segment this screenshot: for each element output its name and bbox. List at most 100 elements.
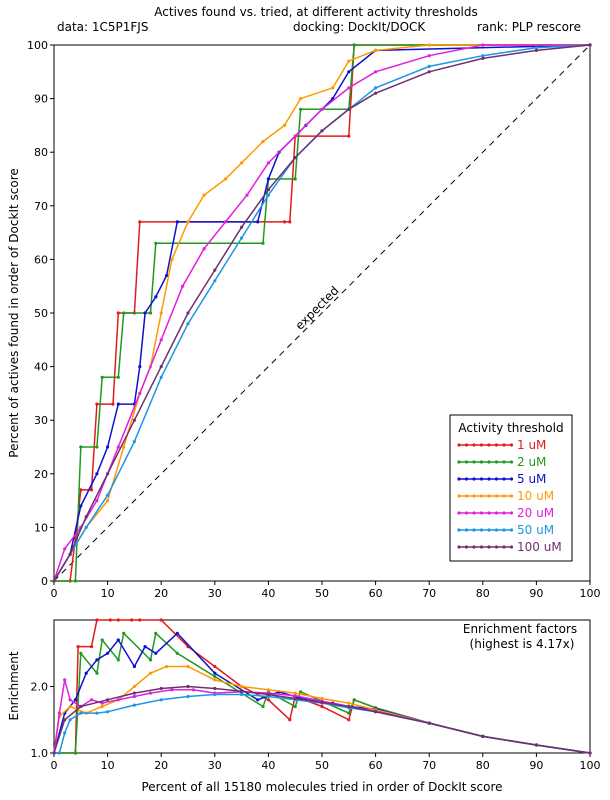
legend-swatch-marker: [479, 477, 484, 481]
data-point: [347, 701, 351, 705]
chart-title: Actives found vs. tried, at different ac…: [154, 5, 477, 19]
legend-swatch-marker: [457, 528, 461, 532]
legend-swatch-marker: [472, 545, 476, 549]
data-point: [427, 64, 431, 68]
data-point: [63, 547, 67, 551]
y-tick-label: 20: [34, 468, 48, 481]
legend-label: 100 uM: [517, 540, 562, 554]
data-point: [213, 678, 217, 682]
data-point: [159, 686, 163, 691]
data-point: [534, 743, 539, 747]
data-point: [79, 504, 83, 508]
legend-label: 10 uM: [517, 489, 554, 503]
data-point: [116, 402, 120, 406]
x-tick-label: 80: [476, 587, 490, 600]
enrichment-title: Enrichment factors: [463, 622, 577, 636]
data-point: [282, 220, 287, 224]
legend-item: 100 uM: [457, 540, 562, 554]
data-point: [89, 488, 94, 492]
legend-swatch-marker: [494, 477, 499, 481]
legend-swatch-marker: [509, 494, 514, 498]
data-point: [175, 631, 179, 635]
data-point: [240, 689, 244, 693]
x-tick-label: 100: [580, 759, 601, 772]
data-point: [213, 674, 217, 679]
data-point: [106, 698, 110, 702]
data-point: [79, 651, 83, 655]
data-point: [186, 664, 190, 669]
data-point: [154, 295, 158, 299]
data-point: [534, 46, 539, 50]
data-point: [481, 43, 485, 47]
data-point: [116, 698, 120, 702]
legend-swatch-marker: [502, 460, 506, 464]
data-point: [347, 704, 351, 709]
data-point: [213, 692, 217, 697]
data-point: [186, 684, 190, 689]
data-point: [256, 698, 260, 702]
data-point: [132, 440, 136, 444]
data-point: [116, 311, 120, 315]
data-point: [84, 515, 88, 519]
y-tick-label: 1.0: [31, 747, 49, 760]
data-point: [68, 704, 72, 709]
x-tick-label: 70: [422, 587, 436, 600]
data-point: [347, 107, 351, 111]
legend-swatch-marker: [487, 528, 491, 532]
legend-swatch-marker: [509, 443, 514, 447]
legend-item: 5 uM: [457, 472, 546, 486]
x-tick-label: 60: [369, 587, 383, 600]
data-point: [320, 696, 324, 701]
x-tick-label: 90: [529, 759, 543, 772]
data-point: [84, 671, 88, 675]
data-point: [95, 499, 99, 503]
data-point: [76, 645, 80, 649]
legend-swatch-marker: [502, 528, 506, 532]
data-point: [186, 311, 190, 315]
data-point: [132, 691, 136, 695]
data-point: [108, 618, 112, 622]
data-point: [266, 692, 270, 697]
series-line: [53, 44, 591, 582]
legend-swatch-marker: [479, 460, 484, 464]
legend-swatch-marker: [487, 494, 491, 498]
data-point: [374, 70, 378, 74]
legend-label: 50 uM: [517, 523, 554, 537]
data-point: [427, 54, 431, 58]
data-point: [240, 225, 244, 229]
legend-swatch-marker: [472, 443, 476, 447]
legend-swatch-marker: [457, 443, 461, 447]
data-point: [347, 711, 351, 715]
legend-swatch-marker: [464, 477, 469, 481]
data-point: [106, 499, 110, 503]
legend-swatch-marker: [502, 494, 506, 498]
data-point: [352, 698, 356, 702]
legend-item: 50 uM: [457, 523, 554, 537]
legend-box: [449, 414, 573, 562]
data-point: [159, 365, 163, 369]
legend-swatch-marker: [464, 528, 469, 532]
legend-item: 10 uM: [457, 489, 554, 503]
legend-swatch-marker: [494, 460, 499, 464]
expected-line: [53, 44, 591, 582]
legend-label: 1 uM: [517, 438, 546, 452]
data-point: [106, 472, 110, 476]
legend-swatch-marker: [487, 443, 491, 447]
data-point: [132, 418, 136, 422]
data-point: [261, 139, 265, 144]
series-20-um: [52, 678, 592, 755]
data-point: [282, 123, 287, 127]
legend-swatch-marker: [472, 477, 476, 481]
data-point: [73, 698, 77, 702]
data-point: [154, 241, 158, 245]
data-point: [130, 618, 134, 622]
y-tick-label: 40: [34, 361, 48, 374]
data-point: [159, 375, 163, 379]
data-point: [347, 86, 351, 90]
series-2-um: [52, 43, 592, 583]
data-point: [132, 684, 136, 689]
data-point: [347, 134, 351, 138]
data-point: [73, 751, 77, 755]
data-point: [213, 664, 217, 669]
data-point: [165, 664, 169, 669]
